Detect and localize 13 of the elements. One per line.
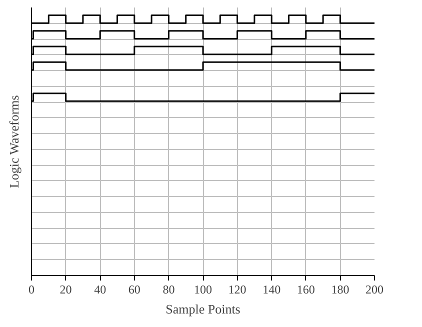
x-tick-label: 60 <box>128 282 140 296</box>
x-tick-label: 120 <box>228 282 246 296</box>
x-axis-title: Sample Points <box>166 302 240 316</box>
x-tick-label: 180 <box>331 282 350 296</box>
x-tick-label: 80 <box>162 282 175 296</box>
x-tick-label: 100 <box>194 282 212 296</box>
x-tick-label: 140 <box>262 282 281 296</box>
x-tick-label: 200 <box>366 282 384 296</box>
x-tick-label: 0 <box>28 282 34 296</box>
x-tick-label: 20 <box>60 282 72 296</box>
y-axis-title: Logic Waveforms <box>6 95 22 188</box>
x-tick-label: 160 <box>296 282 315 296</box>
x-tick-label: 40 <box>94 282 106 296</box>
